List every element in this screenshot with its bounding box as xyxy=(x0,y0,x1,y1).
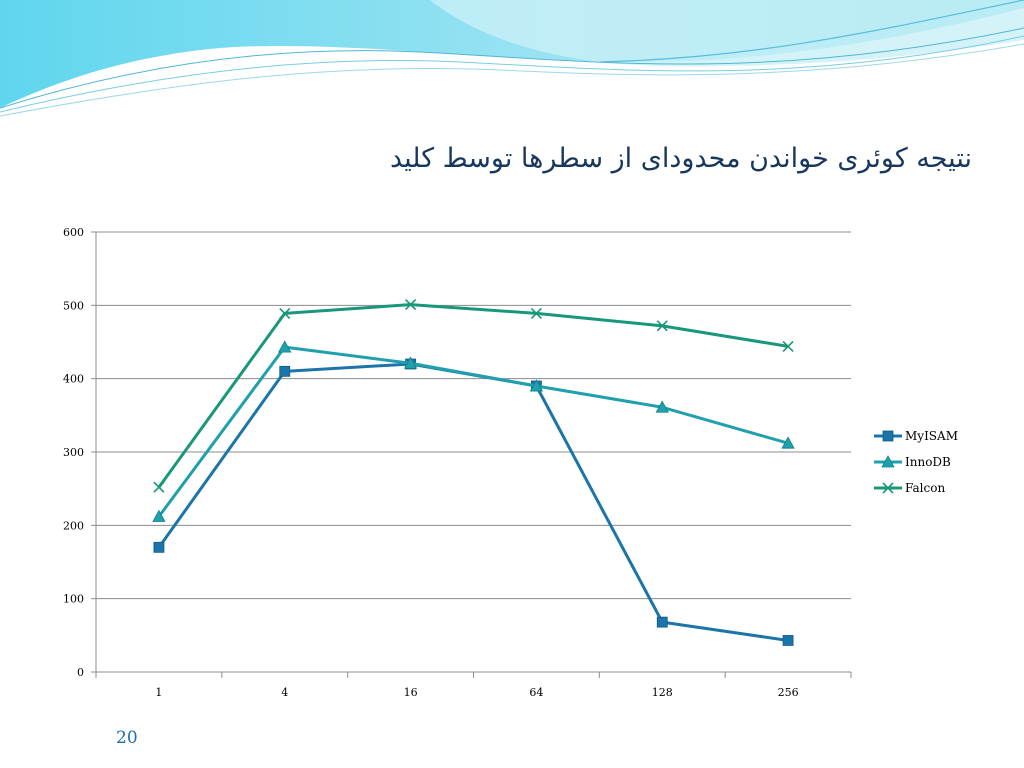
page-number: 20 xyxy=(116,728,138,748)
data-point-innodb xyxy=(152,509,166,522)
legend-swatch-marker xyxy=(881,455,895,468)
x-tick-label: 256 xyxy=(778,686,799,699)
x-tick-label: 16 xyxy=(404,686,418,699)
series-line-falcon xyxy=(157,303,789,489)
data-point-falcon xyxy=(656,320,668,332)
data-point-myisam xyxy=(279,365,291,377)
legend-item-myisam: MyISAM xyxy=(874,429,958,443)
chart-series xyxy=(152,299,795,646)
legend-swatch-marker xyxy=(882,430,894,442)
x-axis-ticks: 1 4 16 64 128 256 xyxy=(95,672,852,699)
series-falcon xyxy=(153,299,794,493)
data-point-falcon xyxy=(405,299,417,311)
x-tick-label: 128 xyxy=(652,686,673,699)
data-point-innodb xyxy=(655,400,669,413)
series-innodb xyxy=(152,340,795,522)
x-tick-label: 64 xyxy=(529,686,543,699)
data-point-innodb xyxy=(781,436,795,449)
series-myisam xyxy=(153,358,794,646)
data-point-falcon xyxy=(153,481,165,493)
legend-swatch-marker xyxy=(882,482,894,494)
legend-label: InnoDB xyxy=(905,455,951,469)
legend-label: Falcon xyxy=(905,481,945,495)
data-point-innodb xyxy=(529,379,544,392)
x-tick-label: 1 xyxy=(155,686,162,699)
data-point-innodb xyxy=(403,356,418,369)
y-axis-ticks: 0 100 200 300 400 500 600 xyxy=(63,226,96,679)
y-tick-label: 200 xyxy=(63,519,84,532)
data-point-myisam xyxy=(656,616,668,628)
data-point-falcon xyxy=(279,307,291,319)
header-wave-decoration xyxy=(0,0,1024,117)
legend-item-falcon: Falcon xyxy=(874,481,945,495)
chart-gridlines xyxy=(96,231,851,600)
y-tick-label: 300 xyxy=(63,446,84,459)
y-tick-label: 0 xyxy=(77,666,84,679)
series-line-innodb xyxy=(157,345,789,518)
data-point-falcon xyxy=(530,307,542,319)
data-point-innodb xyxy=(278,340,292,353)
x-tick-label: 4 xyxy=(281,686,288,699)
y-tick-label: 100 xyxy=(63,593,84,606)
chart-legend: MyISAM InnoDB Falcon xyxy=(874,429,958,495)
y-tick-label: 400 xyxy=(63,373,84,386)
y-tick-label: 600 xyxy=(63,226,84,239)
legend-item-innodb: InnoDB xyxy=(874,455,951,469)
slide-title: نتیجه کوئری خواندن محدودای از سطرها توسط… xyxy=(389,143,972,174)
legend-label: MyISAM xyxy=(905,429,958,443)
data-point-myisam xyxy=(153,541,165,553)
data-point-myisam xyxy=(782,635,794,646)
y-tick-label: 500 xyxy=(63,299,84,312)
data-point-falcon xyxy=(782,340,794,352)
